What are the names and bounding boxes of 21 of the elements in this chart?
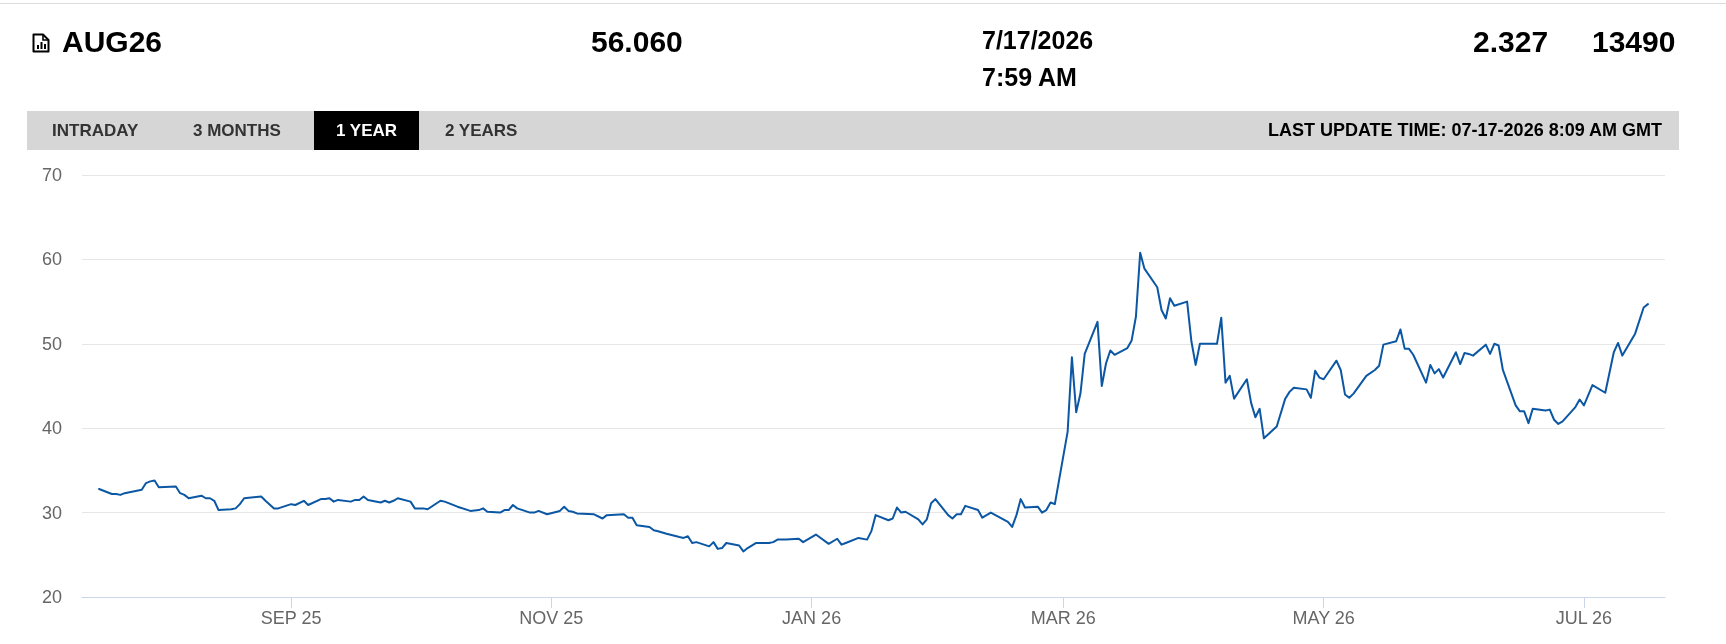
x-tick-label: JUL 26 xyxy=(1555,608,1613,628)
text: 7:59 AM xyxy=(982,63,1077,91)
x-tick-label: SEP 25 xyxy=(260,608,322,628)
x-tick-label: JAN 26 xyxy=(782,608,842,628)
text: 7/17/2026 xyxy=(982,26,1094,54)
text: 56.060 xyxy=(591,25,683,58)
line-series xyxy=(98,251,1649,553)
x-tick-label: MAR 26 xyxy=(1030,608,1096,628)
x-tick-label: NOV 25 xyxy=(519,608,584,628)
tab-bar: INTRADAY 3 MONTHS 1 YEAR 2 YEARS LAST UPDATE TIME: 07-17-2026 8:09 AM GMT xyxy=(27,111,1679,150)
text: 13490 xyxy=(1592,25,1676,58)
y-tick-label: 70 xyxy=(41,165,62,185)
y-tick-label: 50 xyxy=(41,333,62,354)
chart-title: AUG26 xyxy=(62,25,163,58)
y-tick-label: 60 xyxy=(41,249,62,270)
x-tick-label: MAY 26 xyxy=(1292,608,1355,628)
y-tick-label: 30 xyxy=(41,502,62,523)
y-tick-label: 40 xyxy=(41,418,62,439)
selected-tab: 1 YEAR xyxy=(314,111,419,150)
y-tick-label: 20 xyxy=(41,587,62,607)
text: 2.327 xyxy=(1473,25,1549,58)
